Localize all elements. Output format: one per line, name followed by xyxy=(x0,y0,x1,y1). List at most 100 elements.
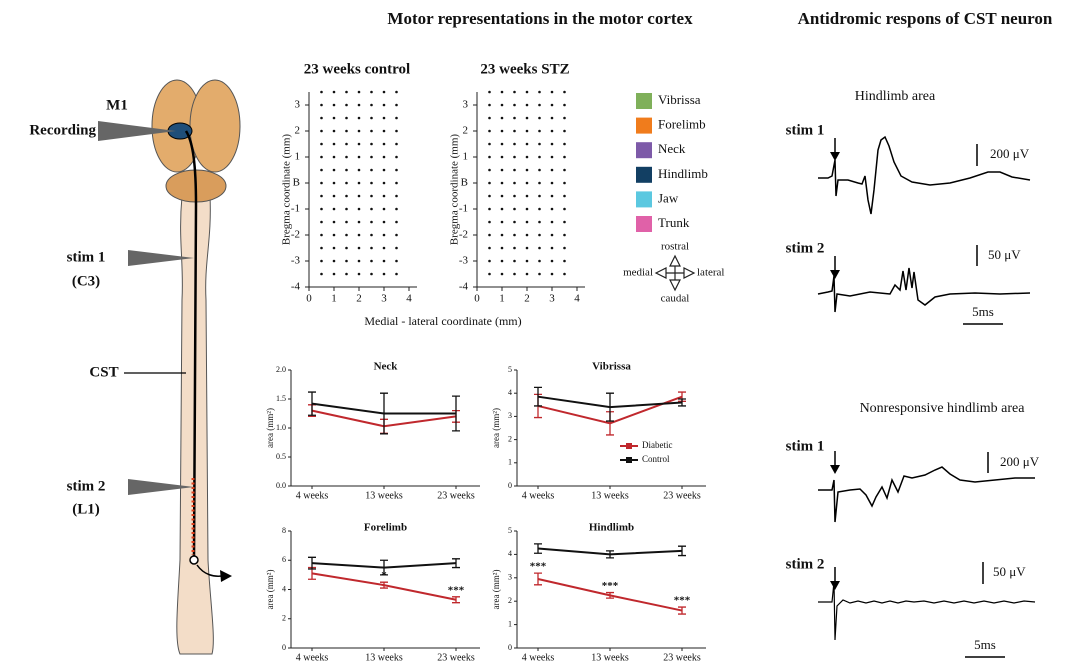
panel-title: Nonresponsive hindlimb area xyxy=(860,401,1026,416)
site xyxy=(382,116,386,120)
site xyxy=(550,116,554,120)
y-axis-label: area (mm²) xyxy=(265,408,275,448)
site xyxy=(525,259,529,263)
error-bar xyxy=(452,395,460,432)
site xyxy=(370,220,373,224)
site xyxy=(500,116,504,120)
site xyxy=(550,129,554,133)
site xyxy=(395,103,398,107)
y-tick-label: 4 xyxy=(508,388,512,397)
site xyxy=(488,259,491,263)
site xyxy=(332,142,336,146)
label: M1 xyxy=(106,97,128,113)
site xyxy=(357,155,361,159)
error-bar xyxy=(606,591,614,599)
stim-label: stim 1 xyxy=(786,438,825,454)
y-tick-label: -3 xyxy=(459,255,469,267)
x-tick-label: 2 xyxy=(524,293,530,305)
site xyxy=(332,116,336,120)
site xyxy=(538,207,541,211)
site xyxy=(525,103,529,107)
site xyxy=(320,194,323,198)
site xyxy=(395,90,398,94)
site xyxy=(550,142,554,146)
compass-label: rostral xyxy=(661,241,689,253)
site xyxy=(357,103,361,107)
site xyxy=(550,246,554,250)
y-tick-label: 5 xyxy=(508,365,512,374)
site xyxy=(345,168,348,172)
site xyxy=(395,246,398,250)
x-tick-label: 13 weeks xyxy=(591,490,629,501)
x-axis-label: Medial - lateral coordinate (mm) xyxy=(364,314,521,328)
site xyxy=(332,194,336,198)
site xyxy=(538,129,541,133)
stim-label: stim 2 xyxy=(786,240,825,256)
site xyxy=(538,233,541,237)
site xyxy=(357,194,361,198)
site xyxy=(357,220,361,224)
site xyxy=(500,90,504,94)
site xyxy=(332,181,336,185)
site xyxy=(395,181,398,185)
site xyxy=(345,116,348,120)
y-tick-label: 2 xyxy=(282,614,286,623)
diagram: M1 Recording stim 1 (C3) CST stim 2 (L1) xyxy=(29,79,241,655)
y-tick-label: 3 xyxy=(295,99,301,111)
site xyxy=(550,220,554,224)
scale-label: 200 μV xyxy=(1000,454,1040,469)
site xyxy=(500,103,504,107)
site xyxy=(382,220,386,224)
site xyxy=(332,259,336,263)
legend-swatch xyxy=(626,457,632,463)
site xyxy=(332,155,336,159)
site xyxy=(395,272,398,276)
significance: *** xyxy=(448,584,465,596)
site xyxy=(320,129,323,133)
site xyxy=(538,116,541,120)
site xyxy=(357,142,361,146)
site xyxy=(500,272,504,276)
site xyxy=(382,272,386,276)
error-bar xyxy=(452,596,460,604)
trace xyxy=(818,581,1036,641)
x-tick-label: 3 xyxy=(381,293,387,305)
site xyxy=(345,207,348,211)
site xyxy=(370,129,373,133)
y-tick-label: -4 xyxy=(291,281,301,293)
y-tick-label: 1 xyxy=(508,619,512,628)
site xyxy=(538,142,541,146)
site xyxy=(332,246,336,250)
site xyxy=(500,233,504,237)
site xyxy=(382,142,386,146)
legend-label: Jaw xyxy=(658,190,679,205)
site xyxy=(513,181,516,185)
hemisphere xyxy=(189,79,241,173)
maps-title: Motor representations in the motor corte… xyxy=(387,9,693,28)
site xyxy=(525,233,529,237)
legend-label: Control xyxy=(642,454,670,464)
site xyxy=(500,220,504,224)
significance: *** xyxy=(530,561,547,573)
y-tick-label: 0.0 xyxy=(276,481,286,490)
site xyxy=(357,233,361,237)
significance: *** xyxy=(674,595,691,607)
site xyxy=(563,155,566,159)
site xyxy=(345,181,348,185)
y-tick-label: -2 xyxy=(459,229,468,241)
arrow-head xyxy=(830,270,840,279)
site xyxy=(357,116,361,120)
site xyxy=(513,90,516,94)
site xyxy=(525,220,529,224)
site xyxy=(538,272,541,276)
y-tick-label: 1.0 xyxy=(276,423,286,432)
site xyxy=(550,207,554,211)
error-bar xyxy=(606,550,614,559)
x-tick-label: 0 xyxy=(306,293,312,305)
x-tick-label: 4 weeks xyxy=(296,652,329,662)
y-tick-label: B xyxy=(293,177,300,189)
x-tick-label: 23 weeks xyxy=(663,652,701,662)
site xyxy=(513,103,516,107)
recordings-title: Antidromic respons of CST neuron xyxy=(798,9,1053,28)
x-tick-label: 2 xyxy=(356,293,362,305)
